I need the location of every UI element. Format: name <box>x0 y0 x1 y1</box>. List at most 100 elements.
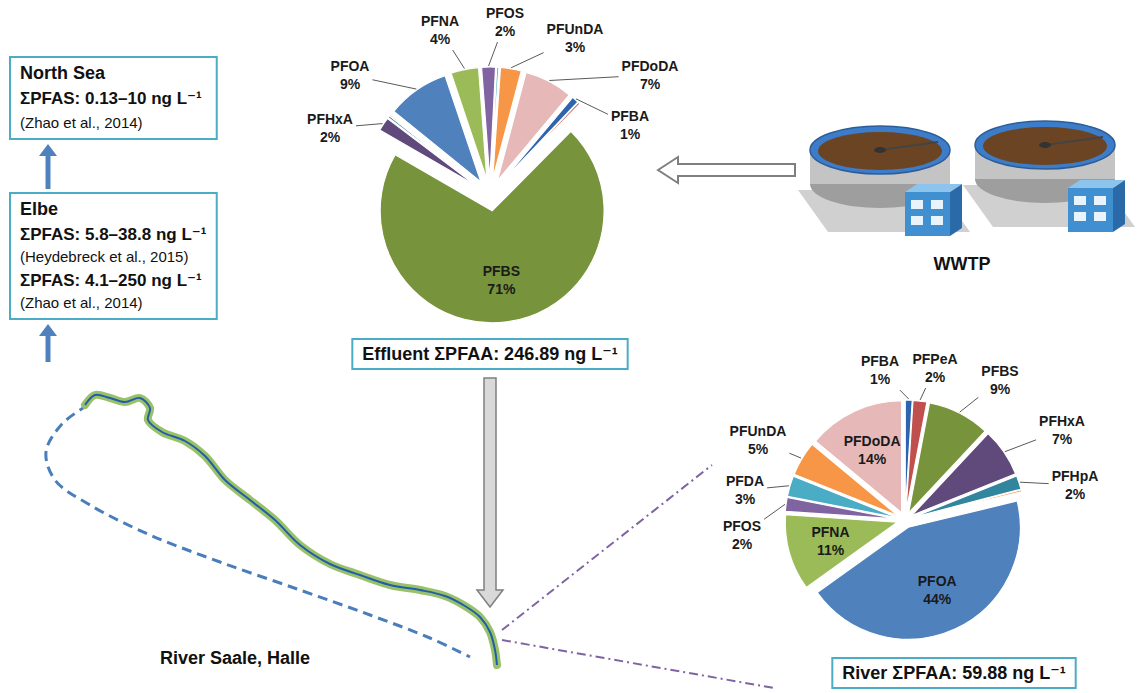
tank-rim <box>810 126 950 174</box>
flow-arrow <box>39 144 57 189</box>
slice-value: 71% <box>487 281 516 297</box>
slice-value: 3% <box>565 39 586 55</box>
flow-arrow <box>39 324 57 362</box>
slice-label: PFBA1% <box>611 108 649 142</box>
pie-slice <box>497 73 569 181</box>
elbe-path <box>46 405 470 657</box>
building-window <box>1094 196 1106 205</box>
box-text: ΣPFAS: 0.13–10 ng L⁻¹ <box>20 89 202 108</box>
elbe-box: Elbe ΣPFAS: 5.8–38.8 ng L⁻¹ (Heydebreck et… <box>10 193 217 319</box>
building-window <box>911 216 923 225</box>
slice-label: PFUnDA5% <box>730 423 787 457</box>
slice-value: 9% <box>990 381 1011 397</box>
north-sea-box: North SeaΣPFAS: 0.13–10 ng L⁻¹(Zhao et a… <box>10 57 217 139</box>
slice-name: PFHxA <box>1039 413 1085 429</box>
building-window <box>1074 212 1086 221</box>
box-frame <box>832 658 1075 688</box>
slice-value: 14% <box>858 451 887 467</box>
leader-line <box>764 504 785 519</box>
building-front <box>1068 188 1113 232</box>
slice-label: PFHxA 7% <box>1039 413 1085 447</box>
box-frame <box>10 193 217 319</box>
zoom-line <box>502 465 712 630</box>
tank-rim <box>975 121 1115 169</box>
slice-label: PFHpA 2% <box>1052 468 1099 502</box>
slice-label: PFOS 2% <box>486 5 524 39</box>
slice-label: PFDoDA 14% <box>844 433 901 467</box>
slice-name: PFOS <box>723 518 761 534</box>
pie-chart: PFBA1%PFBS71%PFHxA2%PFOA9%PFNA4%PFOS2%PF… <box>307 5 678 369</box>
slice-name: PFDoDA <box>844 433 901 449</box>
slice-name: PFBS <box>483 263 520 279</box>
wwtp-unit <box>798 126 970 236</box>
building-front <box>905 192 950 236</box>
slice-name: PFNA <box>811 524 849 540</box>
arrow-shaft <box>46 334 51 362</box>
tank-hub <box>874 147 886 153</box>
pie-title-box: River ΣPFAA: 59.88 ng L⁻¹ <box>832 658 1075 688</box>
slice-name: PFOA <box>918 573 957 589</box>
box-text: ΣPFAS: 5.8–38.8 ng L⁻¹ <box>20 225 207 244</box>
slice-value: 9% <box>340 76 361 92</box>
slice-label: PFUnDA 3% <box>547 21 604 55</box>
pie-title: Effluent ΣPFAA: 246.89 ng L⁻¹ <box>362 344 617 364</box>
slice-name: PFDA <box>726 473 764 489</box>
slice-value: 5% <box>748 441 769 457</box>
leader-line <box>920 388 926 400</box>
slice-name: PFUnDA <box>547 21 604 37</box>
slice-value: 7% <box>640 76 661 92</box>
building-window <box>1094 212 1106 221</box>
leader-line <box>549 77 618 81</box>
box-reference: (Zhao et al., 2014) <box>20 294 143 311</box>
tank-bridge <box>1045 137 1103 145</box>
leader-line <box>372 80 416 89</box>
discharge-arrow <box>477 378 503 607</box>
slice-label: PFPeA 2% <box>912 351 957 385</box>
box-title: North Sea <box>20 63 106 83</box>
pie-slice <box>451 68 487 180</box>
slice-name: PFOS <box>486 5 524 21</box>
pie-title: River ΣPFAA: 59.88 ng L⁻¹ <box>842 663 1065 683</box>
slice-value: 3% <box>735 491 756 507</box>
box-reference: (Heydebreck et al., 2015) <box>20 248 188 265</box>
box-frame <box>352 339 627 369</box>
saale-river <box>85 395 497 665</box>
tank-hub <box>1039 142 1051 148</box>
slice-value: 2% <box>925 369 946 385</box>
slice-value: 2% <box>495 23 516 39</box>
pie-title-box: Effluent ΣPFAA: 246.89 ng L⁻¹ <box>352 339 627 369</box>
slice-label: PFOS 2% <box>723 518 761 552</box>
slice-value: 2% <box>732 536 753 552</box>
slice-label: PFBS9% <box>981 363 1018 397</box>
slice-label: PFOA 9% <box>331 58 370 92</box>
slice-label: PFBA1% <box>861 353 899 387</box>
slice-name: PFPeA <box>912 351 957 367</box>
slice-name: PFDoDA <box>622 58 679 74</box>
slice-name: PFBA <box>861 353 899 369</box>
building-window <box>931 216 943 225</box>
slice-name: PFHxA <box>307 111 353 127</box>
effluent-arrow <box>658 157 795 183</box>
slice-value: 4% <box>430 31 451 47</box>
pie-slice <box>815 401 901 513</box>
leader-line <box>767 486 789 488</box>
arrow-head <box>39 324 57 336</box>
slice-value: 2% <box>320 129 341 145</box>
saale-river-bank <box>85 395 497 665</box>
slice-label: PFDoDA 7% <box>622 58 679 92</box>
slice-value: 1% <box>620 126 641 142</box>
figure: River Saale, HalleNorth SeaΣPFAS: 0.13–1… <box>0 0 1137 693</box>
box-title: Elbe <box>20 199 58 219</box>
slice-value: 11% <box>817 542 845 558</box>
box-frame <box>10 57 217 139</box>
leader-line <box>789 453 801 458</box>
data-labels: PFBA1%PFPeA2%PFBS9%PFHxA7%PFHpA2%PFOA44%… <box>723 351 1098 607</box>
slice-name: PFOA <box>331 58 370 74</box>
slices <box>380 67 604 323</box>
leader-line <box>900 390 909 399</box>
slice-value: 7% <box>1052 431 1073 447</box>
slice-value: 2% <box>1065 486 1086 502</box>
slice-label: PFDA 3% <box>726 473 764 507</box>
slice-name: PFHpA <box>1052 468 1099 484</box>
leader-line <box>356 124 383 126</box>
